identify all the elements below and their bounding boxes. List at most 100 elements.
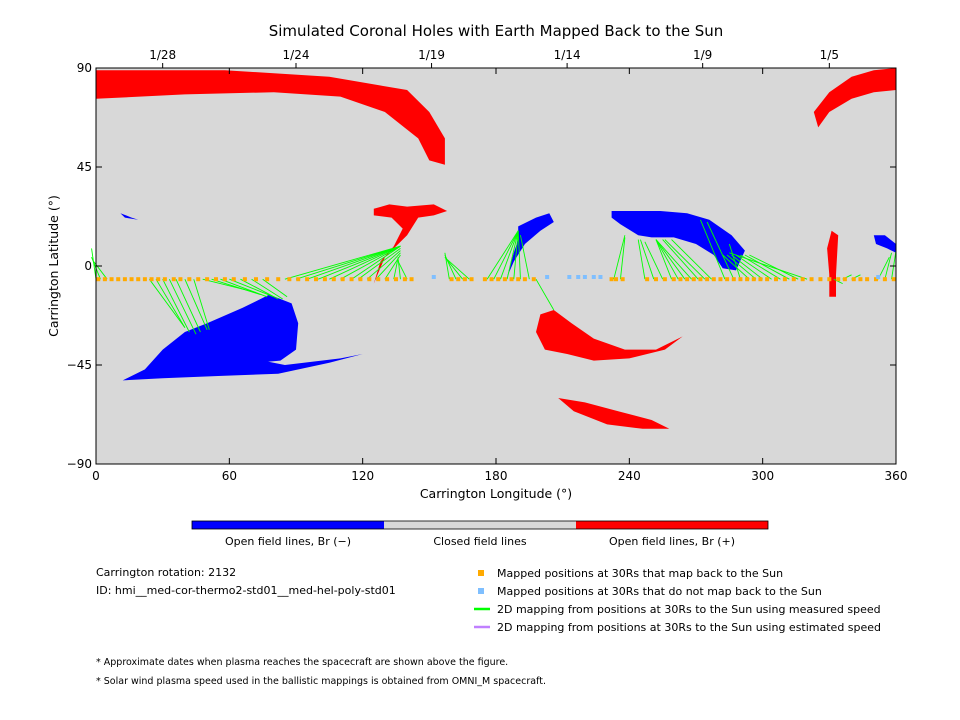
coronal-hole-negative-8 xyxy=(611,211,745,271)
coronal-hole-negative-7 xyxy=(507,213,554,277)
mapping-line-65 xyxy=(729,252,808,280)
date-tick-label: 1/19 xyxy=(418,48,445,62)
mapping-line-55 xyxy=(700,219,726,280)
mapped-point-7 xyxy=(142,277,147,282)
mapped-point-15 xyxy=(205,277,210,282)
mapped-point-57 xyxy=(678,277,683,282)
mapped-point-63 xyxy=(718,277,723,282)
x-tick-label: 0 xyxy=(92,469,100,483)
x-tick-label: 240 xyxy=(618,469,641,483)
mapping-line-19 xyxy=(306,245,401,280)
date-tick-label: 1/28 xyxy=(149,48,176,62)
mapping-line-56 xyxy=(706,221,735,280)
mapped-point-12 xyxy=(178,277,183,282)
mapped-point-28 xyxy=(331,277,336,282)
note-dates: * Approximate dates when plasma reaches … xyxy=(96,657,508,668)
mapped-point-74 xyxy=(800,277,805,282)
note-speed: * Solar wind plasma speed used in the ba… xyxy=(96,676,546,687)
mapped-point-9 xyxy=(156,277,161,282)
legend-label-0: Mapped positions at 30Rs that map back t… xyxy=(497,567,783,580)
mapped-point-18 xyxy=(231,277,236,282)
mapped-point-24 xyxy=(296,277,301,282)
mapping-line-4 xyxy=(155,278,186,328)
coronal-hole-negative-6 xyxy=(122,294,363,381)
carrington-rotation: Carrington rotation: 2132 xyxy=(96,566,236,579)
mapped-point-46 xyxy=(509,277,514,282)
mapping-line-48 xyxy=(655,239,672,280)
mapped-point-14 xyxy=(196,277,201,282)
date-tick-label: 1/5 xyxy=(820,48,839,62)
mapped-point-51 xyxy=(614,277,618,282)
coronal-hole-positive-3 xyxy=(536,310,683,361)
mapping-line-33 xyxy=(444,256,464,280)
unmapped-point-3 xyxy=(576,275,581,279)
unmapped-point-1 xyxy=(545,275,550,279)
mapping-line-41 xyxy=(520,235,530,280)
mapped-point-43 xyxy=(489,277,494,282)
mapping-line-15 xyxy=(251,278,283,300)
mapped-point-44 xyxy=(496,277,501,282)
mapping-line-58 xyxy=(722,254,750,280)
mapped-point-8 xyxy=(149,277,154,282)
mapping-line-52 xyxy=(662,239,699,280)
mapped-point-75 xyxy=(809,277,814,282)
mapped-point-83 xyxy=(874,277,878,282)
legend: Mapped positions at 30Rs that map back t… xyxy=(474,567,881,634)
mapping-lines xyxy=(91,219,897,335)
mapped-point-1 xyxy=(102,277,107,282)
mapping-line-71 xyxy=(891,250,897,280)
mapping-line-5 xyxy=(162,278,190,333)
legend-label-1: Mapped positions at 30Rs that do not map… xyxy=(497,585,822,598)
mapped-point-4 xyxy=(122,277,127,282)
mapped-point-84 xyxy=(882,277,887,282)
mapped-point-11 xyxy=(171,277,176,282)
colorbar-label-1: Closed field lines xyxy=(433,535,527,548)
colorbar: Open field lines, Br (−) Closed field lin… xyxy=(191,520,769,548)
mapping-line-13 xyxy=(229,278,274,298)
mapping-line-39 xyxy=(513,230,519,280)
mapping-line-8 xyxy=(184,279,208,330)
mapped-point-60 xyxy=(698,277,703,282)
mapped-point-47 xyxy=(516,277,521,282)
mapped-point-27 xyxy=(322,277,327,282)
coronal-holes xyxy=(96,68,896,429)
colorbar-segment-1 xyxy=(384,521,576,529)
mapping-line-28 xyxy=(393,257,399,280)
legend-marker-0 xyxy=(478,570,484,576)
mapping-line-3 xyxy=(148,278,186,328)
mapping-line-54 xyxy=(671,239,712,280)
unmapped-point-7 xyxy=(876,275,881,279)
colorbar-frame xyxy=(191,520,769,530)
mapping-line-20 xyxy=(318,245,401,280)
coronal-hole-negative-10 xyxy=(120,213,139,220)
mapped-point-5 xyxy=(129,277,134,282)
mapped-point-34 xyxy=(385,277,390,282)
unmapped-point-2 xyxy=(567,275,572,279)
mapping-line-30 xyxy=(397,261,408,280)
mapped-point-80 xyxy=(851,277,856,282)
mapping-line-40 xyxy=(517,230,521,280)
coronal-hole-positive-4 xyxy=(558,398,670,429)
mapping-line-53 xyxy=(664,239,706,280)
mapping-line-7 xyxy=(175,279,201,333)
y-axis: −90 −45 0 45 90 xyxy=(67,61,896,471)
legend-label-2: 2D mapping from positions at 30Rs to the… xyxy=(497,603,881,616)
mapped-point-49 xyxy=(531,277,536,282)
mapping-line-70 xyxy=(884,252,892,280)
mapped-point-65 xyxy=(731,277,736,282)
mapped-point-52 xyxy=(620,277,625,282)
mapped-point-20 xyxy=(254,277,258,282)
mapped-point-22 xyxy=(276,277,281,282)
legend-label-3: 2D mapping from positions at 30Rs to the… xyxy=(497,621,881,634)
mapped-point-71 xyxy=(774,277,778,282)
unmapped-point-0 xyxy=(431,275,436,279)
mapped-point-3 xyxy=(116,277,121,282)
mapping-line-42 xyxy=(535,278,555,311)
mapped-point-21 xyxy=(265,277,270,282)
mapped-point-67 xyxy=(745,277,750,282)
colorbar-label-2: Open field lines, Br (+) xyxy=(609,535,735,548)
mapped-point-2 xyxy=(109,277,114,282)
mapping-line-38 xyxy=(506,230,519,280)
